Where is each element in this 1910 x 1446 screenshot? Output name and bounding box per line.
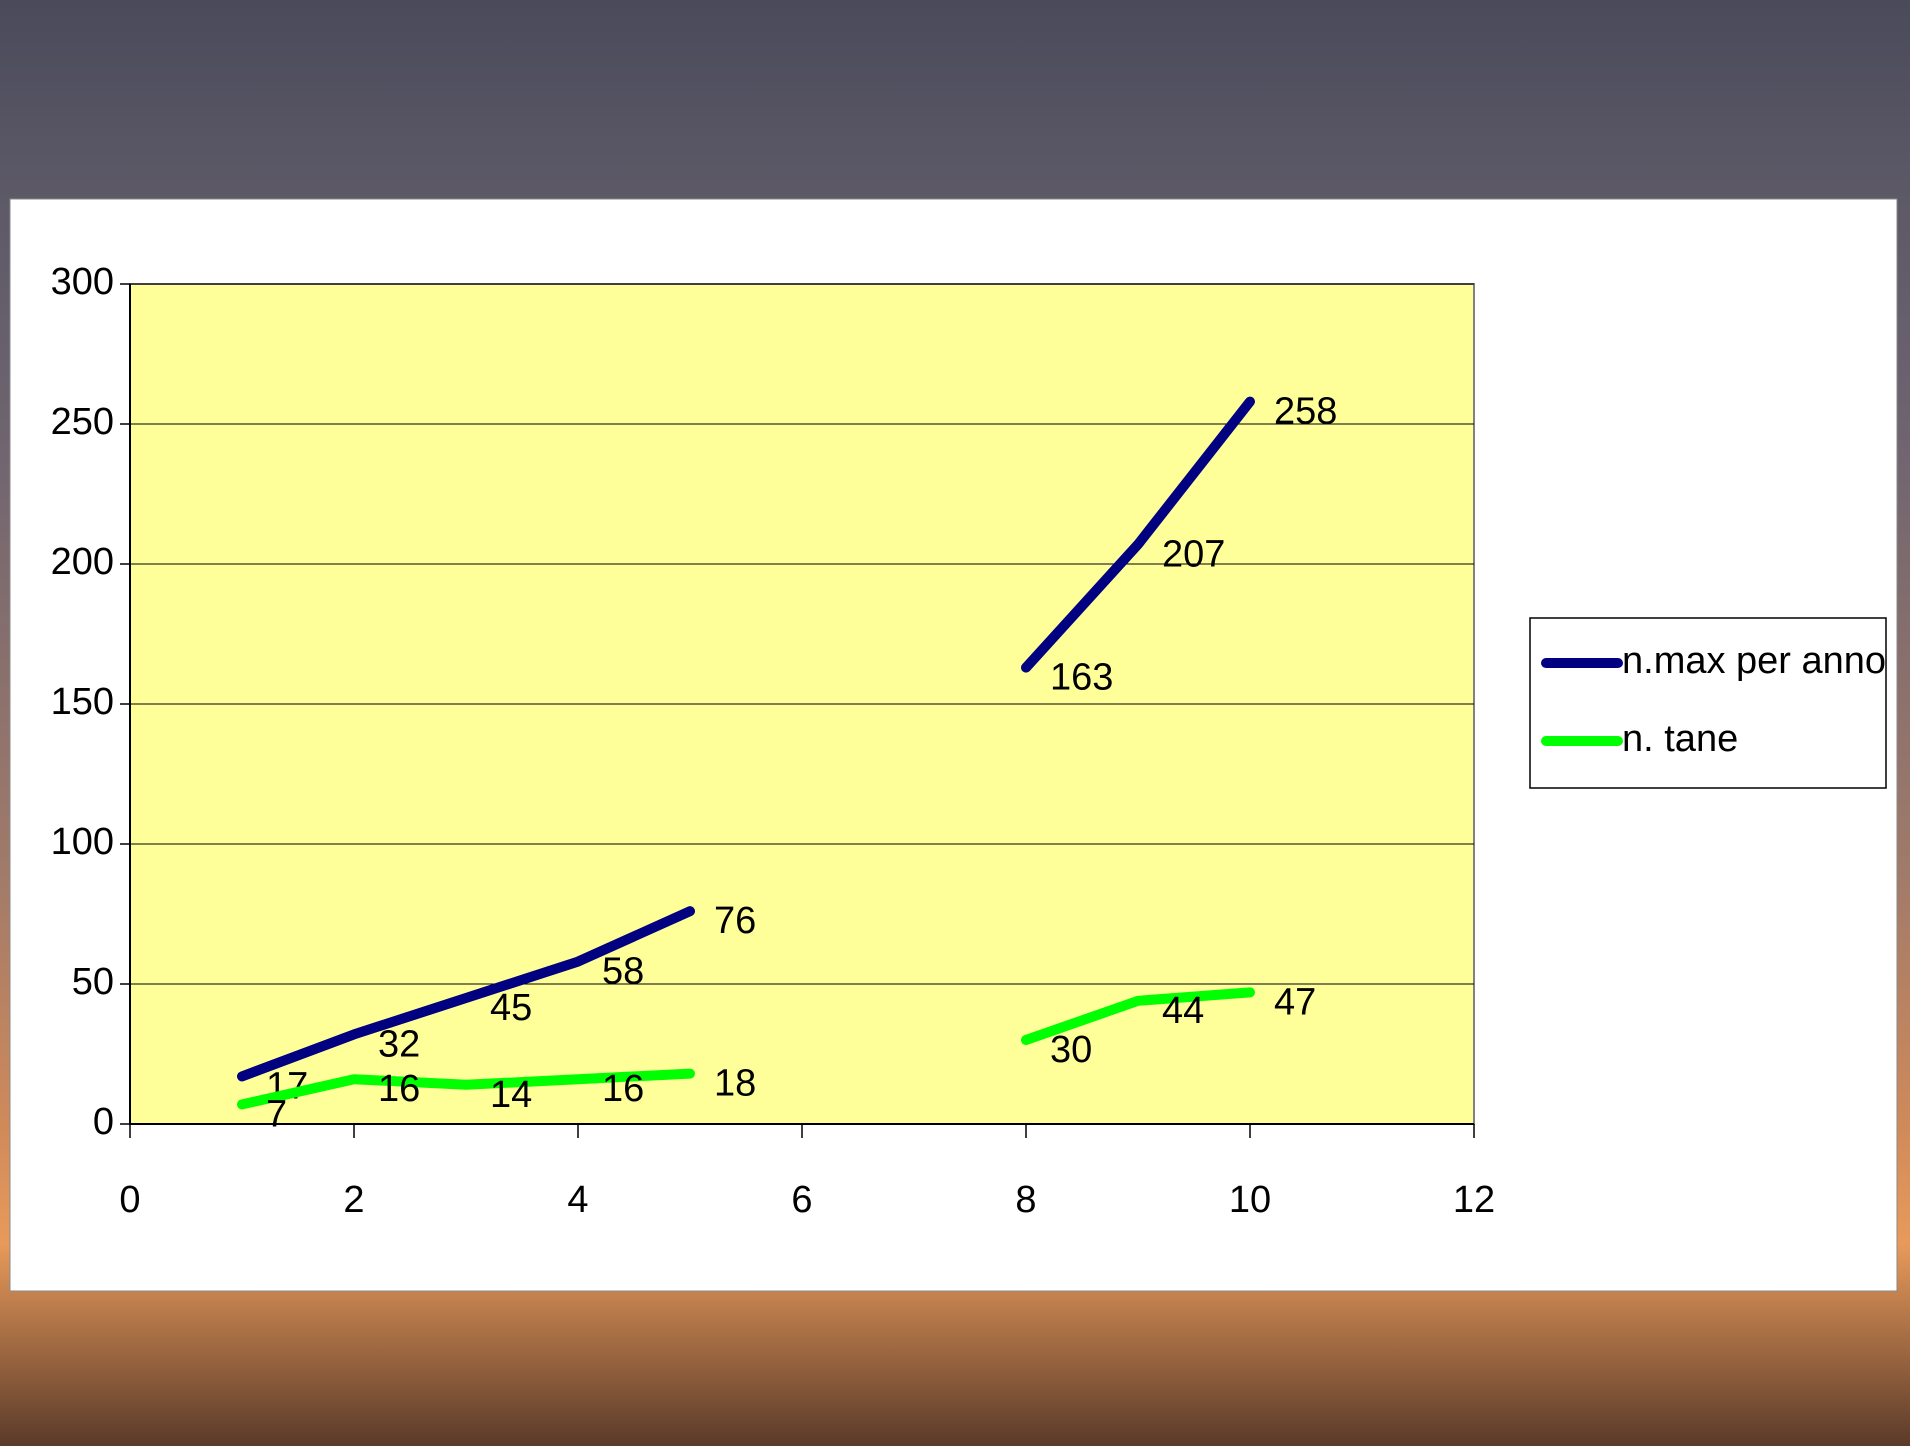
legend-box: [1529, 617, 1887, 789]
legend-label: n.max per anno: [1622, 640, 1886, 682]
data-label: 14: [490, 1074, 532, 1116]
y-tick-label: 250: [51, 401, 114, 443]
data-label: 76: [714, 900, 756, 942]
data-label: 32: [378, 1023, 420, 1065]
data-label: 44: [1162, 990, 1204, 1032]
data-label: 207: [1162, 533, 1225, 575]
y-tick-label: 100: [51, 821, 114, 863]
data-label: 47: [1274, 981, 1316, 1023]
x-tick-label: 10: [1229, 1179, 1271, 1221]
data-label: 30: [1050, 1029, 1092, 1071]
y-tick-label: 150: [51, 681, 114, 723]
x-tick-label: 8: [1015, 1179, 1036, 1221]
x-tick-label: 0: [119, 1179, 140, 1221]
data-label: 16: [378, 1068, 420, 1110]
x-tick-label: 4: [567, 1179, 588, 1221]
data-label: 7: [266, 1093, 287, 1135]
data-label: 258: [1274, 391, 1337, 433]
y-tick-label: 0: [93, 1101, 114, 1143]
x-tick-label: 6: [791, 1179, 812, 1221]
x-tick-label: 12: [1453, 1179, 1495, 1221]
legend-label: n. tane: [1622, 718, 1738, 760]
series-line: [237, 987, 1255, 1110]
data-label: 163: [1050, 657, 1113, 699]
y-tick-label: 200: [51, 541, 114, 583]
x-tick-label: 2: [343, 1179, 364, 1221]
data-label: 58: [602, 951, 644, 993]
data-label: 18: [714, 1063, 756, 1105]
data-label: 16: [602, 1068, 644, 1110]
series-line: [237, 396, 1255, 1082]
data-label: 45: [490, 987, 532, 1029]
y-tick-label: 50: [72, 961, 114, 1003]
y-tick-label: 300: [51, 261, 114, 303]
